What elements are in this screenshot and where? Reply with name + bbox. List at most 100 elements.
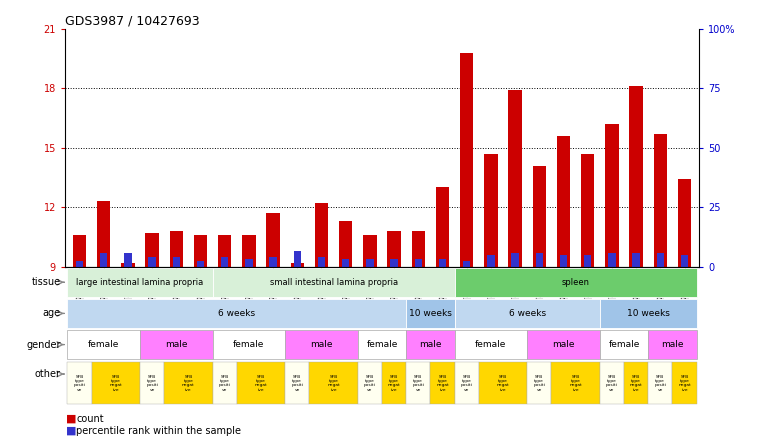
Bar xyxy=(557,136,570,266)
Text: age: age xyxy=(43,309,60,318)
Bar xyxy=(406,330,455,359)
Text: small intestinal lamina propria: small intestinal lamina propria xyxy=(270,278,397,287)
Text: ■: ■ xyxy=(66,426,77,436)
Text: male: male xyxy=(310,340,333,349)
Bar xyxy=(67,299,406,328)
Bar xyxy=(67,330,140,359)
Bar xyxy=(194,235,207,266)
Bar xyxy=(624,362,648,404)
Bar xyxy=(285,362,309,404)
Text: 10 weeks: 10 weeks xyxy=(409,309,452,318)
Text: count: count xyxy=(76,414,104,424)
Bar xyxy=(412,231,425,266)
Bar xyxy=(536,253,543,266)
Bar xyxy=(560,255,567,266)
Bar xyxy=(73,235,86,266)
Bar xyxy=(318,257,325,266)
Bar xyxy=(270,257,277,266)
Text: other: other xyxy=(34,369,60,379)
Text: spleen: spleen xyxy=(562,278,590,287)
Bar xyxy=(309,362,358,404)
Text: SFB
type
negat
ive: SFB type negat ive xyxy=(678,375,691,392)
Bar xyxy=(527,330,600,359)
Bar xyxy=(479,362,527,404)
Bar xyxy=(584,255,591,266)
Bar xyxy=(148,257,156,266)
Bar xyxy=(455,362,479,404)
Bar xyxy=(657,253,664,266)
Bar xyxy=(339,221,352,266)
Text: SFB
type
positi
ve: SFB type positi ve xyxy=(606,375,618,392)
Bar xyxy=(455,299,600,328)
Text: SFB
type
negat
ive: SFB type negat ive xyxy=(387,375,400,392)
Bar xyxy=(145,233,159,266)
Bar xyxy=(358,330,406,359)
Text: male: male xyxy=(661,340,684,349)
Text: male: male xyxy=(165,340,187,349)
Bar xyxy=(406,362,430,404)
Text: SFB
type
negat
ive: SFB type negat ive xyxy=(497,375,510,392)
Text: SFB
type
negat
ive: SFB type negat ive xyxy=(569,375,582,392)
Text: female: female xyxy=(366,340,398,349)
Text: 6 weeks: 6 weeks xyxy=(509,309,545,318)
Bar xyxy=(681,255,688,266)
Bar xyxy=(672,362,697,404)
Bar xyxy=(600,362,624,404)
Bar xyxy=(455,330,527,359)
Text: GDS3987 / 10427693: GDS3987 / 10427693 xyxy=(65,15,199,28)
Text: SFB
type
positi
ve: SFB type positi ve xyxy=(461,375,473,392)
Bar xyxy=(97,201,110,266)
Bar xyxy=(170,231,183,266)
Text: SFB
type
positi
ve: SFB type positi ve xyxy=(291,375,303,392)
Text: SFB
type
negat
ive: SFB type negat ive xyxy=(630,375,643,392)
Bar xyxy=(92,362,140,404)
Text: SFB
type
positi
ve: SFB type positi ve xyxy=(73,375,86,392)
Bar xyxy=(648,330,697,359)
Bar xyxy=(608,253,616,266)
Bar xyxy=(600,330,648,359)
Text: SFB
type
negat
ive: SFB type negat ive xyxy=(327,375,340,392)
Text: SFB
type
positi
ve: SFB type positi ve xyxy=(146,375,158,392)
Text: SFB
type
negat
ive: SFB type negat ive xyxy=(254,375,267,392)
Bar xyxy=(212,330,285,359)
Bar xyxy=(140,330,212,359)
Bar xyxy=(654,134,667,266)
Bar xyxy=(285,330,358,359)
Text: SFB
type
positi
ve: SFB type positi ve xyxy=(219,375,231,392)
Bar xyxy=(387,231,401,266)
Text: SFB
type
positi
ve: SFB type positi ve xyxy=(533,375,545,392)
Bar xyxy=(121,263,134,266)
Text: SFB
type
negat
ive: SFB type negat ive xyxy=(182,375,195,392)
Bar xyxy=(164,362,212,404)
Text: tissue: tissue xyxy=(31,277,60,287)
Bar xyxy=(293,251,301,266)
Bar xyxy=(67,362,92,404)
Text: large intestinal lamina propria: large intestinal lamina propria xyxy=(76,278,203,287)
Text: gender: gender xyxy=(26,340,60,349)
Bar xyxy=(245,259,253,266)
Bar xyxy=(221,257,228,266)
Bar xyxy=(218,235,231,266)
Bar xyxy=(197,261,204,266)
Text: ■: ■ xyxy=(66,414,77,424)
Text: SFB
type
negat
ive: SFB type negat ive xyxy=(109,375,122,392)
Text: percentile rank within the sample: percentile rank within the sample xyxy=(76,426,241,436)
Bar xyxy=(648,362,672,404)
Bar xyxy=(509,90,522,266)
Text: male: male xyxy=(419,340,442,349)
Bar xyxy=(366,259,374,266)
Bar xyxy=(382,362,406,404)
Bar xyxy=(600,299,697,328)
Text: SFB
type
positi
ve: SFB type positi ve xyxy=(364,375,376,392)
Text: SFB
type
positi
ve: SFB type positi ve xyxy=(413,375,424,392)
Text: female: female xyxy=(475,340,507,349)
Bar xyxy=(358,362,382,404)
Bar xyxy=(315,203,329,266)
Bar xyxy=(552,362,600,404)
Bar xyxy=(290,263,304,266)
Bar xyxy=(212,268,455,297)
Bar xyxy=(390,259,398,266)
Text: SFB
type
negat
ive: SFB type negat ive xyxy=(436,375,449,392)
Bar xyxy=(633,253,639,266)
Bar xyxy=(455,268,697,297)
